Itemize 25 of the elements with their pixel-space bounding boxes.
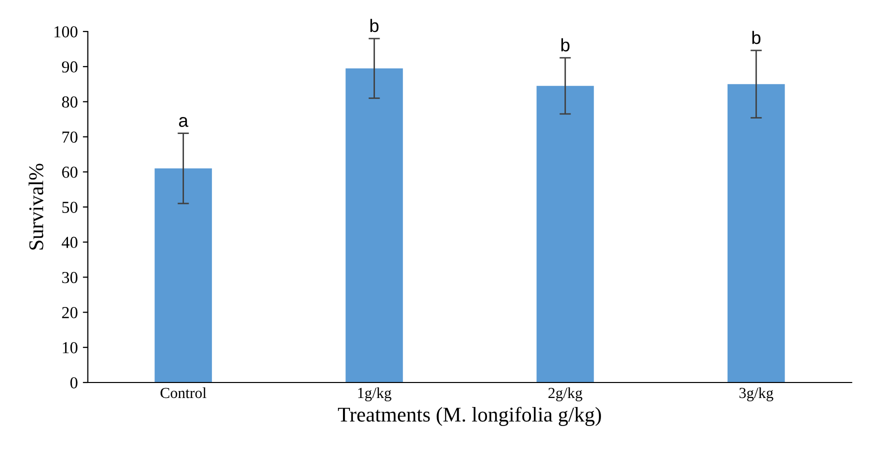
annotation: b (370, 18, 379, 32)
y-tick-label: 90 (62, 61, 78, 73)
x-tick-label: 3g/kg (740, 387, 774, 402)
annotation: b (752, 30, 760, 44)
annotation: a (179, 117, 188, 127)
y-tick-label: 40 (62, 236, 78, 248)
y-tick-label: 100 (54, 26, 78, 38)
y-tick-label: 60 (62, 166, 78, 178)
y-tick-label: 50 (62, 202, 78, 213)
bar (728, 84, 785, 382)
x-tick-label: Control (160, 387, 206, 398)
bar (154, 168, 212, 382)
y-axis-title: Survival% (28, 164, 44, 250)
x-tick-label: 2g/kg (548, 387, 582, 402)
y-tick-label: 20 (62, 307, 78, 318)
x-axis-title: Treatments (M. longifolia g/kg) (338, 406, 601, 426)
y-tick-label: 30 (62, 272, 78, 284)
y-tick-label: 80 (62, 96, 78, 108)
y-tick-label: 10 (62, 342, 78, 354)
x-tick-label: 1g/kg (358, 387, 392, 402)
y-tick-label: 0 (70, 377, 78, 388)
bar (346, 68, 403, 382)
y-tick-label: 70 (62, 132, 78, 143)
annotation: b (561, 38, 570, 52)
bar (536, 86, 594, 382)
